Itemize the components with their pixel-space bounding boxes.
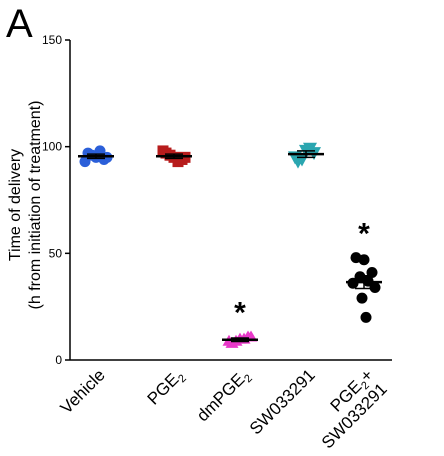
group-4: * xyxy=(346,218,382,323)
y-axis-title-line1: Time of delivery xyxy=(7,149,24,261)
category-label: SW033291 xyxy=(246,365,319,438)
y-tick-label: 150 xyxy=(42,33,62,47)
data-groups: ** xyxy=(78,142,382,348)
group-2: * xyxy=(222,297,258,348)
category-label: dmPGE2 xyxy=(193,365,255,427)
data-point xyxy=(369,281,381,293)
data-point xyxy=(350,252,362,264)
category-label: PGE2 xyxy=(144,365,189,410)
group-1 xyxy=(156,145,192,168)
group-0 xyxy=(78,145,114,168)
y-tick-label: 0 xyxy=(55,353,62,367)
panel-label: A xyxy=(6,2,33,46)
significance-star: * xyxy=(358,218,370,251)
y-tick-label: 100 xyxy=(42,140,62,154)
data-point xyxy=(356,292,368,304)
group-3 xyxy=(288,142,324,169)
data-point xyxy=(303,142,317,156)
data-point xyxy=(157,145,169,157)
data-point xyxy=(172,156,184,168)
y-axis-title-line2: (h from initiation of treatment) xyxy=(27,101,44,310)
y-tick-label: 50 xyxy=(49,246,63,260)
data-point xyxy=(360,311,372,323)
y-axis: 0 50 100 150 xyxy=(42,33,71,367)
category-label: Vehicle xyxy=(57,365,109,417)
significance-star: * xyxy=(234,297,246,330)
